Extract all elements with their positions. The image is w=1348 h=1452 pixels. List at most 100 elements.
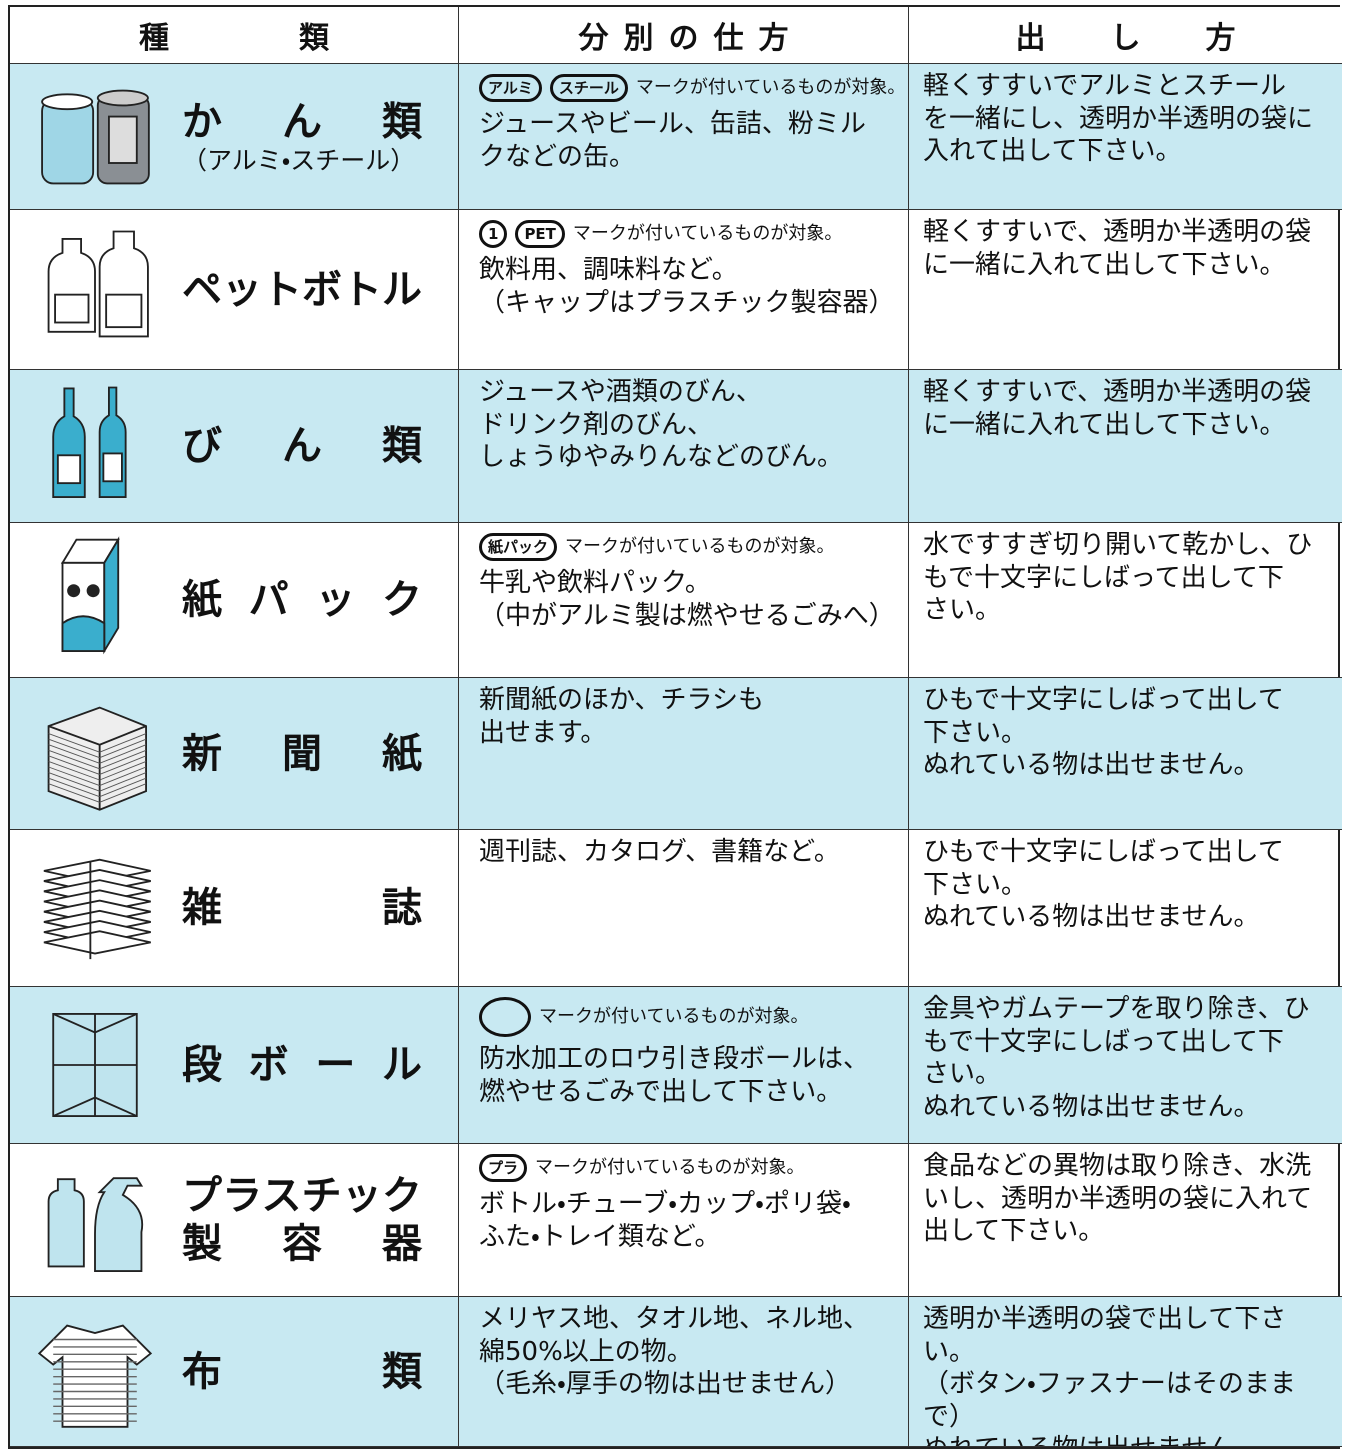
recycle-mark: PET: [515, 220, 565, 248]
item-names: 新聞紙: [182, 730, 422, 778]
disposal-text: ひもで十文字にしばって出して 下さい。 ぬれている物は出せません。: [923, 685, 1284, 780]
disposal-cell: ひもで十文字にしばって出して 下さい。 ぬれている物は出せません。: [909, 678, 1342, 830]
header-cell: 種類: [10, 7, 459, 64]
item-illustration: [52, 1013, 138, 1117]
header-text: 種類: [139, 21, 329, 56]
item-illustration: [41, 89, 150, 184]
sorting-text: ボトル・チューブ・カップ・ポリ袋・ ふた・トレイ類など。: [479, 1189, 851, 1252]
mark-note: マークが付いているものが対象。: [539, 1005, 809, 1027]
kind-cell: かん類 （アルミ・スチール）: [10, 64, 459, 210]
sorting-text: ジュースや酒類のびん、 ドリンク剤のびん、 しょうゆやみりんなどのびん。: [479, 377, 844, 472]
sorting-text: 週刊誌、カタログ、書籍など。: [479, 837, 840, 867]
disposal-text: 金具やガムテープを取り除き、ひ もで十文字にしばって出して下 さい。 ぬれている…: [923, 994, 1310, 1122]
header-text: 分別の仕方: [578, 21, 789, 56]
icon: [30, 689, 160, 819]
icon: [30, 1307, 160, 1437]
kind-cell: 紙パック: [10, 523, 459, 678]
disposal-text: 軽くすすいで、透明か半透明の袋 に一緒に入れて出して下さい。: [923, 217, 1312, 280]
kind-cell: ペットボトル: [10, 210, 459, 370]
item-name: かん類: [182, 98, 422, 145]
item-illustration: [52, 386, 127, 498]
item-illustration: [47, 706, 147, 811]
item-name: 紙パック: [182, 577, 422, 623]
item-name: 新聞紙: [182, 730, 422, 777]
disposal-text: 水ですすぎ切り開いて乾かし、ひ もで十文字にしばって出して下 さい。: [923, 530, 1313, 625]
recycle-mark: 紙パック: [479, 533, 558, 561]
item-name: 雑誌: [182, 885, 422, 931]
mark-note: マークが付いているものが対象。: [535, 1156, 805, 1178]
recycle-mark: 1: [479, 220, 508, 248]
disposal-cell: 軽くすすいでアルミとスチール を一緒にし、透明か半透明の袋に 入れて出して下さい…: [909, 64, 1342, 210]
disposal-cell: 食品などの異物は取り除き、水洗 いし、透明か半透明の袋に入れて 出して下さい。: [909, 1144, 1342, 1297]
disposal-text: 軽くすすいでアルミとスチール を一緒にし、透明か半透明の袋に 入れて出して下さい…: [923, 71, 1314, 166]
kind-cell: 段ボール: [10, 987, 459, 1144]
mark-line: 紙パック マークが付いているものが対象。: [479, 533, 892, 561]
item-illustration: [47, 1177, 144, 1272]
sorting-table: 種類 分別の仕方 出し方 かん類 （アルミ・スチール） アルミ スチール マークが付いているも…: [8, 5, 1342, 1449]
icon: [30, 72, 160, 202]
recycle-mark: スチール: [549, 74, 628, 102]
mark-note: マークが付いているものが対象。: [635, 76, 906, 98]
item-names: 雑誌: [182, 884, 422, 932]
mark-line: マークが付いているものが対象。: [479, 997, 892, 1037]
item-names: プラスチック 製容器: [182, 1172, 422, 1268]
sorting-cell: ジュースや酒類のびん、 ドリンク剤のびん、 しょうゆやみりんなどのびん。: [459, 370, 909, 523]
item-name: 段ボール: [182, 1042, 422, 1088]
kind-cell: プラスチック 製容器: [10, 1144, 459, 1297]
sorting-cell: プラ マークが付いているものが対象。ボトル・チューブ・カップ・ポリ袋・ ふた・トレ…: [459, 1144, 909, 1297]
item-name: びん類: [182, 423, 422, 469]
sorting-text: 牛乳や飲料パック。 （中がアルミ製は燃やせるごみへ）: [479, 568, 895, 631]
disposal-cell: 軽くすすいで、透明か半透明の袋 に一緒に入れて出して下さい。: [909, 370, 1342, 523]
item-names: びん類: [182, 422, 422, 470]
item-illustration: [60, 536, 120, 655]
sorting-cell: アルミ スチール マークが付いているものが対象。ジュースやビール、缶詰、粉ミル クな…: [459, 64, 909, 210]
kind-cell: 布類: [10, 1297, 459, 1447]
icon: [30, 1000, 160, 1130]
header-cell: 分別の仕方: [459, 7, 909, 64]
mark-line: プラ マークが付いているものが対象。: [479, 1154, 892, 1182]
item-name: 布類: [182, 1348, 422, 1395]
sorting-cell: 1 PET マークが付いているものが対象。飲料用、調味料など。 （キャップはプラスチ…: [459, 210, 909, 370]
sorting-text: ジュースやビール、缶詰、粉ミル クなどの缶。: [479, 109, 866, 172]
header-cell: 出し方: [909, 7, 1342, 64]
item-name: 製容器: [182, 1221, 422, 1267]
sorting-text: メリヤス地、タオル地、ネル地、 綿50%以上の物。 （毛糸・厚手の物は出せません…: [479, 1304, 870, 1399]
mark-line: アルミ スチール マークが付いているものが対象。: [479, 74, 905, 102]
icon: [30, 843, 160, 973]
header-text: 出し方: [1015, 21, 1236, 56]
item-name: ペットボトル: [182, 266, 422, 313]
kind-cell: 雑誌: [10, 830, 459, 987]
icon: [30, 225, 160, 355]
sorting-cell: マークが付いているものが対象。防水加工のロウ引き段ボールは、 燃やせるごみで出し…: [459, 987, 909, 1144]
disposal-text: 透明か半透明の袋で出して下さい。 （ボタン・ファスナーはそのままで） ぬれている…: [923, 1304, 1296, 1446]
kind-cell: びん類: [10, 370, 459, 523]
item-names: かん類 （アルミ・スチール）: [182, 98, 422, 176]
item-names: 布類: [182, 1348, 422, 1396]
sorting-cell: 新聞紙のほか、チラシも 出せます。: [459, 678, 909, 830]
disposal-cell: 金具やガムテープを取り除き、ひ もで十文字にしばって出して下 さい。 ぬれている…: [909, 987, 1342, 1144]
mark-note: マークが付いているものが対象。: [572, 222, 843, 244]
sorting-cell: 紙パック マークが付いているものが対象。牛乳や飲料パック。 （中がアルミ製は燃やせ…: [459, 523, 909, 678]
item-name: プラスチック: [182, 1173, 422, 1219]
sorting-text: 飲料用、調味料など。 （キャップはプラスチック製容器）: [479, 255, 895, 318]
recycle-mark: プラ: [479, 1154, 528, 1182]
icon: [30, 1155, 160, 1285]
disposal-text: 軽くすすいで、透明か半透明の袋 に一緒に入れて出して下さい。: [923, 377, 1312, 440]
recycle-mark: [479, 997, 531, 1037]
item-names: 段ボール: [182, 1041, 422, 1089]
icon: [30, 381, 160, 511]
disposal-text: ひもで十文字にしばって出して 下さい。 ぬれている物は出せません。: [923, 837, 1284, 932]
mark-note: マークが付いているものが対象。: [565, 535, 835, 557]
sorting-text: 防水加工のロウ引き段ボールは、 燃やせるごみで出して下さい。: [479, 1044, 870, 1107]
icon: [30, 535, 160, 665]
item-illustration: [47, 230, 149, 337]
disposal-cell: 水ですすぎ切り開いて乾かし、ひ もで十文字にしばって出して下 さい。: [909, 523, 1342, 678]
item-illustration: [43, 858, 151, 960]
recycle-mark: アルミ: [479, 74, 542, 102]
item-subname: （アルミ・スチール）: [182, 145, 416, 175]
sorting-cell: メリヤス地、タオル地、ネル地、 綿50%以上の物。 （毛糸・厚手の物は出せません…: [459, 1297, 909, 1447]
disposal-cell: 透明か半透明の袋で出して下さい。 （ボタン・ファスナーはそのままで） ぬれている…: [909, 1297, 1342, 1447]
disposal-text: 食品などの異物は取り除き、水洗 いし、透明か半透明の袋に入れて 出して下さい。: [923, 1151, 1313, 1246]
item-names: ペットボトル: [182, 266, 422, 314]
